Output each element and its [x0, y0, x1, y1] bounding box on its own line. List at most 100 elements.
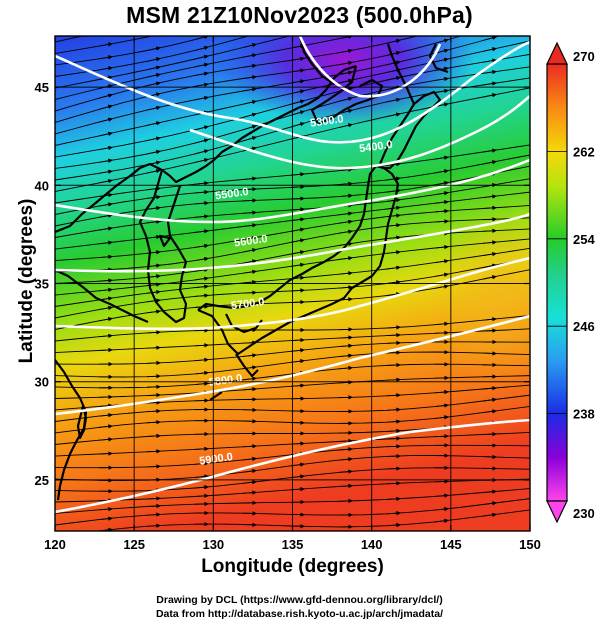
wind-arrow [146, 400, 162, 405]
wind-arrow [338, 167, 354, 172]
wind-arrow [482, 386, 498, 391]
colorbar-max-arrow [546, 41, 568, 65]
wind-arrow [242, 36, 258, 38]
wind-arrow [146, 298, 162, 303]
wind-arrow [242, 112, 258, 118]
contour-line [55, 314, 530, 416]
wind-arrow [99, 30, 111, 33]
wind-arrow [386, 407, 402, 412]
wind-arrow [291, 36, 292, 37]
wind-arrow [146, 168, 162, 174]
wind-arrow [242, 187, 258, 192]
wind-arrow [98, 403, 114, 408]
x-tick-label: 145 [440, 537, 462, 552]
wind-arrow [243, 0, 255, 1]
wind-arrow [146, 81, 162, 87]
wind-arrow [242, 136, 258, 142]
x-tick-label: 140 [361, 537, 383, 552]
wind-arrow [482, 489, 498, 494]
wind-arrow [386, 51, 402, 56]
wind-arrow [146, 420, 162, 425]
y-axis-ticks: 25 30 35 40 45 [35, 80, 530, 488]
contour-labels: 5300.0 5400.0 5500.0 5600.0 5700.0 5800.0 5900… [199, 113, 394, 467]
wind-arrow [243, 23, 255, 27]
wind-arrow [482, 501, 498, 506]
wind-arrow [194, 229, 210, 234]
contour-label: 5700.0 [230, 296, 265, 313]
wind-arrow [482, 275, 498, 280]
wind-arrow [146, 523, 162, 528]
wind-arrow [195, 23, 207, 26]
wind-arrow [434, 180, 450, 186]
wind-arrow [242, 43, 258, 48]
y-axis-label: Latitude (degrees) [16, 198, 37, 364]
wind-arrow [434, 321, 450, 327]
wind-arrow [338, 96, 354, 102]
wind-arrow [98, 516, 114, 521]
wind-arrow [338, 271, 354, 276]
credit-drawing: Drawing by DCL (https://www.gfd-dennou.o… [156, 594, 443, 606]
wind-arrow [386, 265, 402, 270]
wind-arrow [194, 493, 210, 499]
wind-arrow [386, 213, 402, 218]
wind-arrow [482, 194, 498, 199]
contour-line [55, 40, 530, 144]
wind-arrow [194, 214, 210, 219]
wind-arrow [98, 278, 114, 283]
wind-arrow [146, 105, 162, 111]
wind-arrow [482, 58, 498, 63]
wind-arrow [338, 48, 354, 54]
wind-arrow [482, 205, 498, 211]
wind-arrow [242, 259, 258, 264]
wind-arrow [98, 145, 114, 151]
wind-arrow [242, 75, 258, 80]
contour-line [55, 158, 530, 224]
wind-arrow [434, 272, 450, 277]
wind-arrow [194, 381, 210, 386]
wind-arrow [242, 124, 258, 131]
wind-arrow [146, 409, 162, 414]
wind-arrow [434, 284, 450, 289]
wind-arrow [98, 202, 114, 207]
wind-arrow [242, 444, 258, 449]
wind-arrow [146, 512, 162, 517]
wind-arrow [146, 136, 162, 142]
wind-arrow [338, 469, 354, 474]
wind-arrow [98, 316, 114, 322]
wind-arrow [386, 38, 402, 44]
wind-arrow [386, 60, 402, 66]
colorbar-tick-label: 254 [573, 232, 595, 247]
colorbar-tick-label: 246 [573, 319, 595, 334]
wind-arrow [338, 438, 354, 444]
wind-arrow [194, 190, 210, 195]
contour-label: 5400.0 [358, 139, 393, 156]
wind-arrow [434, 415, 450, 420]
contour-line [298, 36, 442, 98]
wind-arrow [386, 332, 402, 338]
wind-arrow [434, 403, 450, 408]
wind-arrow [194, 446, 210, 452]
wind-arrow [338, 457, 354, 462]
wind-arrow [242, 87, 258, 92]
contour-line [55, 418, 530, 514]
streamline [55, 36, 154, 54]
colorbar [546, 63, 568, 502]
wind-arrow [386, 393, 402, 398]
contour-label: 5800.0 [208, 372, 243, 389]
wind-arrow [242, 235, 258, 241]
wind-arrow [291, 8, 303, 12]
contour-line [189, 94, 530, 170]
wind-arrow [146, 57, 162, 62]
wind-arrow [98, 226, 114, 231]
wind-arrow [242, 279, 258, 285]
wind-arrow [98, 437, 114, 442]
wind-arrow [98, 333, 114, 339]
wind-arrow [435, 15, 447, 18]
streamline [55, 36, 211, 66]
wind-arrow [194, 62, 210, 68]
wind-arrow [147, 19, 159, 22]
wind-arrow [338, 447, 354, 452]
height-contours [55, 36, 530, 514]
wind-arrow [194, 125, 210, 131]
wind-arrow [482, 160, 498, 165]
